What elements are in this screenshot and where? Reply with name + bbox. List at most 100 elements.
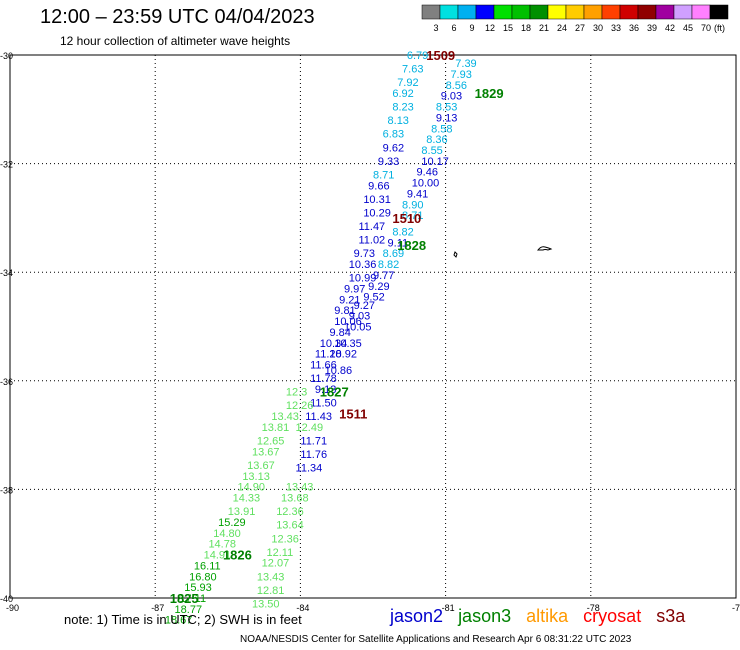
legend-swatch	[511, 4, 531, 20]
wave-height-value: 10.31	[363, 194, 391, 206]
legend-label: 42	[665, 23, 675, 33]
wave-height-value: 13.43	[286, 482, 314, 494]
wave-height-value: 8.90	[402, 199, 423, 211]
wave-height-value: 6.79	[407, 50, 428, 62]
wave-height-value: 9.21	[339, 294, 360, 306]
wave-height-value: 12.65	[257, 436, 285, 448]
wave-height-value: 9.11	[388, 237, 409, 249]
wave-height-value: 14.91	[204, 550, 232, 562]
wave-height-value: 6.92	[392, 88, 413, 100]
lat-lon-grid	[9, 54, 737, 599]
wave-height-value: 9.66	[368, 180, 389, 192]
wave-height-value: 10.06	[334, 316, 362, 328]
wave-height-value: 14.78	[208, 539, 236, 551]
wave-height-value: 9.97	[344, 283, 365, 295]
legend-swatch	[547, 4, 567, 20]
wave-height-value: 12.26	[286, 400, 314, 412]
legend-swatch	[619, 4, 639, 20]
wave-height-value: 8.23	[392, 102, 413, 114]
wave-height-value: 10.05	[344, 322, 372, 334]
wave-height-value: 9.33	[378, 156, 399, 168]
wave-height-value: 8.82	[378, 259, 399, 271]
legend-swatch	[421, 4, 441, 20]
wave-height-value: 15.29	[218, 517, 246, 529]
wave-height-color-legend: 3 6 9 12 15 18 21 24 27 30 33 36 39 42 45 70 (ft)	[421, 4, 729, 33]
wave-height-value: 18.77	[175, 604, 203, 616]
lon-tick-label: -87	[151, 603, 164, 613]
axis-tick-labels: -90 -87 -84 -81 -78 -75 -30 -32 -34 -36 -38 -40	[0, 51, 740, 613]
wave-height-value: 9.03	[441, 91, 462, 103]
legend-label: 33	[611, 23, 621, 33]
wave-height-value: 12.11	[267, 547, 294, 559]
wave-height-value: 13.64	[276, 520, 304, 532]
legend-swatch	[637, 4, 657, 20]
wave-height-value: 8.58	[431, 123, 452, 135]
wave-height-value: 12.3	[286, 387, 307, 399]
legend-swatch	[529, 4, 549, 20]
lat-tick-label: -40	[0, 594, 13, 604]
wave-height-value: 14.90	[237, 482, 265, 494]
wave-height-value: 11.02	[358, 235, 385, 247]
wave-height-value: 7.39	[455, 58, 476, 70]
wave-height-value: 10.17	[421, 156, 449, 168]
wave-height-value: 11.78	[310, 373, 337, 385]
wave-height-value: 13.43	[257, 571, 285, 583]
legend-swatch	[691, 4, 711, 20]
footer-note: note: 1) Time is in UTC; 2) SWH is in fe…	[64, 612, 302, 627]
wave-height-value: 14.80	[213, 528, 241, 540]
satellite-s3a: s3a	[656, 606, 686, 626]
legend-label: 27	[575, 23, 585, 33]
legend-label: 39	[647, 23, 657, 33]
wave-height-value: 13.50	[252, 598, 280, 610]
wave-height-value: 12.36	[276, 506, 304, 518]
wave-height-value: 18.67	[165, 615, 193, 627]
wave-height-value: 8.82	[392, 226, 413, 238]
pass-time-label: 1511	[339, 406, 367, 421]
wave-height-value: 8.36	[426, 134, 447, 146]
wave-height-value: 8.13	[388, 115, 409, 127]
lat-tick-label: -30	[0, 51, 13, 61]
wave-height-value: 10.92	[329, 349, 357, 361]
wave-height-value: 15.93	[184, 582, 212, 594]
lon-tick-label: -75	[732, 603, 740, 613]
wave-height-value: 9.46	[417, 167, 438, 179]
wave-height-value: 9.77	[373, 270, 394, 282]
wave-height-value: 9.81	[334, 305, 355, 317]
satellite-altika: altika	[526, 606, 569, 626]
legend-label: 9	[469, 23, 474, 33]
wave-height-value: 9.13	[436, 112, 457, 124]
lat-tick-label: -36	[0, 377, 13, 387]
wave-height-value: 11.71	[300, 436, 327, 448]
wave-height-value: 6.83	[383, 129, 404, 141]
wave-height-value: 14.33	[233, 493, 261, 505]
satellite-jason3: jason3	[458, 606, 512, 626]
pass-time-labels: 1509 1829 1510 1828 1827 1511 1826 1825	[170, 48, 504, 606]
wave-height-value: 8.71	[402, 210, 423, 222]
legend-label: 36	[629, 23, 639, 33]
page-title: 12:00 – 23:59 UTC 04/04/2023	[40, 6, 315, 28]
wave-height-value: 8.71	[373, 169, 394, 181]
lat-tick-label: -32	[0, 160, 13, 170]
wave-height-value: 10.34	[320, 338, 348, 350]
satellite-jason2: jason2	[390, 606, 444, 626]
legend-swatch	[439, 4, 459, 20]
pass-time-label: 1825	[170, 591, 199, 606]
wave-height-value: 10.00	[412, 178, 440, 190]
lon-tick-label: -78	[587, 603, 600, 613]
wave-height-value: 12.07	[262, 558, 290, 570]
wave-height-value: 16.80	[189, 571, 217, 583]
wave-height-value: 10.86	[325, 365, 353, 377]
pass-time-label: 1827	[320, 385, 349, 400]
pass-time-label: 1510	[392, 211, 421, 226]
wave-height-value: 13.68	[281, 493, 309, 505]
legend-label: 6	[451, 23, 456, 33]
legend-label: 21	[539, 23, 549, 33]
island-shape	[453, 251, 458, 258]
legend-label: 24	[557, 23, 567, 33]
wave-height-value: 13.91	[228, 506, 256, 518]
wave-height-value: 11.28	[315, 349, 342, 361]
wave-height-value: 11.50	[310, 398, 337, 410]
wave-height-value: 13.13	[242, 471, 270, 483]
satellite-cryosat: cryosat	[583, 606, 642, 626]
